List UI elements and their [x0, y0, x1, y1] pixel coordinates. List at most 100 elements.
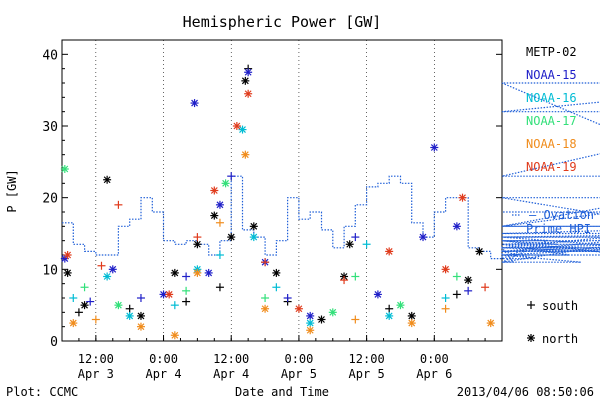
marker-stroke [126, 312, 134, 320]
point-north [227, 233, 236, 242]
data-points [60, 64, 495, 340]
point-north [170, 331, 179, 340]
legend-ovation-label-2: Prime HPI [526, 222, 591, 236]
legend-entry-noaa-17: NOAA-17 [526, 114, 577, 128]
point-north [244, 89, 253, 98]
point-south [182, 272, 191, 281]
point-north [232, 122, 241, 130]
point-south [261, 258, 270, 267]
point-south [362, 240, 371, 249]
point-north [396, 301, 405, 310]
point-south [136, 294, 145, 302]
point-north [261, 304, 270, 313]
point-north [221, 179, 230, 188]
marker-stroke [397, 301, 404, 309]
point-south [351, 315, 360, 324]
point-north [136, 322, 145, 331]
x-tick-label-date: Apr 5 [281, 367, 317, 381]
point-north [486, 319, 495, 328]
point-north [373, 290, 382, 299]
point-south [441, 304, 450, 313]
point-north [306, 326, 315, 335]
x-tick-label-date: Apr 3 [78, 367, 114, 381]
point-south [272, 283, 281, 292]
y-tick-label: 0 [50, 335, 58, 350]
marker-stroke [442, 265, 450, 273]
point-south [170, 301, 179, 310]
marker-stroke [103, 176, 111, 184]
point-north [190, 99, 199, 108]
marker-stroke [193, 269, 201, 277]
ovation-hpi-line [62, 82, 600, 263]
x-tick-label-time: 0:00 [420, 352, 449, 366]
marker-stroke [527, 334, 535, 342]
point-north [165, 290, 174, 299]
x-tick-label-date: Apr 4 [213, 367, 249, 381]
series-noaa-18 [69, 150, 495, 340]
series-noaa-17 [60, 165, 461, 317]
point-north [407, 319, 416, 328]
marker-stroke [385, 312, 393, 320]
marker-stroke [233, 122, 241, 130]
marker-stroke [476, 247, 483, 255]
legend-north-label: north [542, 332, 578, 346]
point-north [210, 211, 219, 220]
point-north [407, 311, 416, 320]
point-south [215, 283, 224, 292]
y-axis: 0 10 20 30 40 [42, 48, 502, 350]
series-noaa-19 [63, 89, 490, 313]
footer-timestamp: 2013/04/06 08:50:06 [457, 385, 594, 399]
marker-stroke [241, 151, 249, 159]
marker-stroke [419, 233, 427, 241]
point-north [103, 175, 112, 184]
point-north [475, 247, 484, 256]
marker-stroke [64, 269, 72, 277]
point-north [80, 301, 89, 310]
marker-stroke [250, 222, 258, 230]
legend: METP-02 NOAA-15 NOAA-16 NOAA-17 NOAA-18 NOAA-… [512, 45, 594, 346]
point-north [249, 222, 258, 231]
marker-stroke [374, 290, 382, 298]
point-south [452, 272, 461, 281]
point-south [193, 233, 202, 242]
marker-stroke [69, 319, 77, 327]
marker-stroke [239, 126, 246, 134]
y-tick-label: 40 [42, 48, 58, 63]
point-south [481, 283, 490, 292]
marker-stroke [306, 319, 314, 327]
point-north [60, 165, 69, 173]
point-north [345, 240, 354, 249]
point-north [69, 319, 78, 328]
point-south [97, 261, 106, 270]
point-south [441, 294, 450, 302]
legend-entry-noaa-15: NOAA-15 [526, 68, 577, 82]
x-tick-label-time: 12:00 [78, 352, 114, 366]
point-south [351, 272, 360, 281]
point-south [283, 294, 292, 302]
marker-stroke [160, 290, 167, 298]
marker-stroke [165, 290, 173, 298]
point-north [419, 233, 428, 242]
marker-stroke [227, 233, 235, 241]
marker-stroke [216, 201, 224, 209]
point-north [238, 125, 247, 134]
marker-stroke [137, 323, 145, 331]
legend-entry-noaa-18: NOAA-18 [526, 137, 577, 151]
point-north [294, 304, 303, 313]
point-south [227, 172, 236, 181]
point-north [249, 233, 258, 242]
marker-stroke [210, 187, 218, 194]
point-north [385, 311, 394, 320]
point-north [452, 222, 461, 231]
point-south [114, 200, 123, 209]
chart-title: Hemispheric Power [GW] [183, 13, 382, 31]
x-tick-label-time: 12:00 [349, 352, 385, 366]
marker-stroke [306, 326, 314, 334]
marker-stroke [244, 90, 252, 98]
point-north [458, 193, 467, 202]
point-south [215, 251, 224, 259]
marker-stroke [244, 68, 252, 76]
marker-stroke [81, 301, 88, 309]
point-south [261, 294, 270, 302]
marker-stroke [346, 240, 354, 248]
